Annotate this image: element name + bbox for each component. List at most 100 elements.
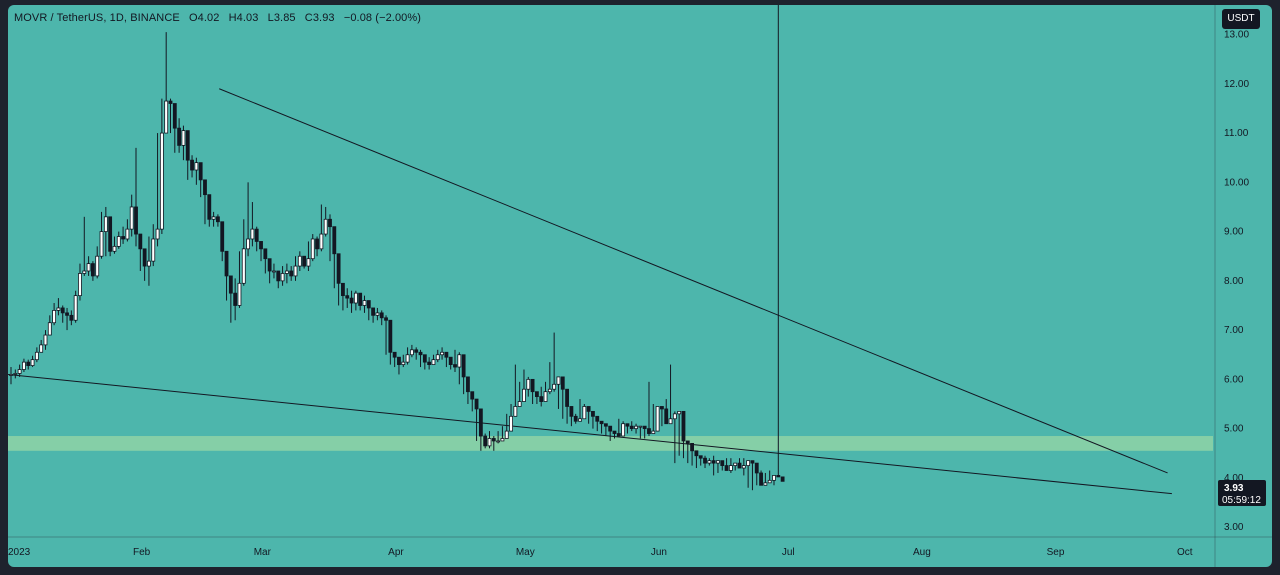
candle-body-down [142, 248, 147, 267]
candle [746, 460, 751, 488]
candle [457, 352, 462, 385]
candle [302, 255, 307, 269]
candle-body-down [302, 255, 307, 267]
candle-body-up [522, 388, 526, 402]
candle [60, 305, 65, 323]
candle [414, 347, 419, 360]
candle [547, 362, 552, 395]
candle-body-up [112, 245, 117, 252]
candle [608, 425, 613, 441]
candle-body-down [185, 130, 190, 161]
candle [336, 253, 341, 306]
candle [379, 310, 384, 326]
price-tick-label: 6.00 [1224, 374, 1244, 385]
candle-body-down [534, 391, 539, 398]
candle [233, 278, 238, 321]
candle [194, 157, 199, 185]
candle-body-down [259, 241, 263, 250]
price-chart[interactable]: 13.00 12.00 11.00 10.00 9.00 8.00 7.00 6.00 5.00… [8, 5, 1272, 567]
candle-body-down [591, 410, 595, 417]
candle [259, 241, 263, 262]
candle-body-down [345, 295, 350, 299]
candle [522, 369, 526, 402]
time-tick-label: Jul [782, 547, 795, 558]
candle-body-down [664, 408, 669, 425]
candle [767, 470, 772, 484]
candle-body-up [17, 369, 22, 374]
candle-body-up [306, 258, 311, 267]
candle [642, 425, 647, 439]
candle-body-down [366, 300, 371, 309]
candle-body-down [121, 236, 125, 240]
candle [478, 408, 483, 451]
price-tick-label: 11.00 [1224, 128, 1249, 139]
candle-body-down [737, 462, 742, 469]
candle [267, 258, 272, 284]
candle [82, 216, 87, 276]
candle-body-down [289, 270, 294, 277]
time-tick-label: Feb [133, 547, 151, 558]
symbol-legend: MOVR / TetherUS, 1D, BINANCE O4.02 H4.03… [14, 12, 427, 24]
support-trendline[interactable] [8, 373, 1172, 495]
candle-body-up [9, 374, 13, 376]
candle-body-down [586, 406, 591, 412]
candle [690, 443, 695, 466]
candle-body-up [677, 410, 682, 415]
candle-body-up [151, 238, 156, 262]
candle-body-down [332, 226, 337, 255]
candle [129, 194, 134, 237]
candle [776, 5, 781, 478]
price-axis[interactable]: 13.00 12.00 11.00 10.00 9.00 8.00 7.00 6.00 5.00… [1224, 30, 1249, 534]
candle-body-down [397, 356, 401, 365]
candle-body-up [517, 401, 522, 407]
candle [13, 369, 18, 379]
time-tick-label: Mar [254, 547, 272, 558]
symbol-title[interactable]: MOVR / TetherUS, 1D, BINANCE [14, 12, 180, 24]
candle-body-down [565, 388, 569, 407]
candle [293, 256, 298, 281]
candle-body-up [552, 383, 557, 390]
candle-body-down [698, 455, 703, 459]
candle-body-up [241, 248, 246, 284]
candle [741, 458, 746, 476]
candle-body-up [34, 351, 39, 361]
resistance-trendline[interactable] [219, 88, 1168, 474]
candle [483, 433, 488, 449]
chart-pane[interactable]: 13.00 12.00 11.00 10.00 9.00 8.00 7.00 6.00 5.00… [8, 5, 1272, 567]
candle [228, 275, 233, 323]
candle-body-down [379, 312, 384, 319]
candle-body-down [724, 465, 729, 471]
candle-body-up [272, 270, 276, 273]
time-axis[interactable]: 2023 Feb Mar Apr May Jun Jul Aug Sep Oct [8, 547, 1193, 558]
candle-body-up [147, 260, 151, 267]
candle [203, 179, 207, 225]
candle [409, 344, 414, 358]
candle [78, 263, 82, 301]
candle-body-up [155, 228, 160, 240]
currency-button[interactable]: USDT [1222, 9, 1260, 29]
candle-body-down [539, 396, 544, 402]
candle-body-up [52, 310, 57, 324]
candle-body-up [741, 465, 746, 469]
candle [496, 431, 501, 444]
candle [90, 261, 95, 281]
candle [388, 319, 393, 365]
candle-body-up [250, 228, 255, 240]
candle-body-down [168, 100, 173, 104]
candle [474, 398, 479, 441]
candle [39, 339, 44, 353]
candle [306, 241, 311, 271]
candle-body-up [323, 218, 328, 235]
candle [392, 351, 397, 368]
candle [246, 182, 250, 257]
candle-body-down [642, 425, 647, 430]
candle [599, 420, 604, 434]
candle [315, 236, 319, 257]
candle [707, 458, 712, 466]
candle [504, 413, 509, 439]
candle [220, 221, 225, 262]
candle-body-down [233, 292, 238, 306]
candle-body-down [388, 319, 393, 353]
candle-body-down [466, 376, 470, 393]
